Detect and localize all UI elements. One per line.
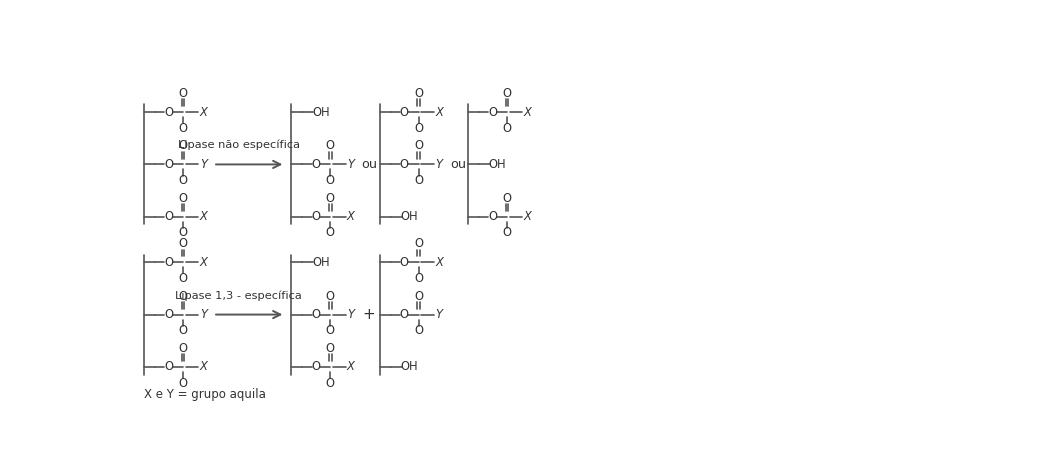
Text: OH: OH [313, 256, 329, 269]
Text: O: O [502, 87, 512, 100]
Text: O: O [164, 308, 173, 321]
Text: O: O [400, 256, 408, 269]
Text: X: X [200, 106, 207, 118]
Text: Y: Y [347, 158, 354, 171]
Text: O: O [414, 174, 423, 187]
Text: Lipase não específica: Lipase não específica [178, 140, 300, 151]
Text: O: O [178, 122, 188, 135]
Text: O: O [502, 192, 512, 205]
Text: X: X [200, 256, 207, 269]
Text: O: O [414, 290, 423, 302]
Text: O: O [414, 272, 423, 285]
Text: +: + [363, 307, 375, 322]
Text: O: O [178, 342, 188, 355]
Text: O: O [414, 122, 423, 135]
Text: Y: Y [436, 308, 443, 321]
Text: O: O [326, 140, 334, 152]
Text: O: O [164, 210, 173, 223]
Text: O: O [326, 342, 334, 355]
Text: OH: OH [489, 158, 506, 171]
Text: X: X [347, 360, 354, 374]
Text: O: O [178, 376, 188, 390]
Text: OH: OH [313, 106, 329, 118]
Text: OH: OH [400, 210, 418, 223]
Text: O: O [414, 237, 423, 250]
Text: OH: OH [400, 360, 418, 374]
Text: O: O [400, 158, 408, 171]
Text: O: O [312, 360, 320, 374]
Text: O: O [312, 158, 320, 171]
Text: Y: Y [347, 308, 354, 321]
Text: X: X [523, 210, 531, 223]
Text: O: O [178, 226, 188, 240]
Text: X: X [436, 256, 443, 269]
Text: O: O [326, 174, 334, 187]
Text: O: O [178, 140, 188, 152]
Text: O: O [164, 360, 173, 374]
Text: O: O [164, 106, 173, 118]
Text: O: O [326, 192, 334, 205]
Text: X: X [200, 360, 207, 374]
Text: O: O [326, 324, 334, 337]
Text: O: O [312, 210, 320, 223]
Text: O: O [414, 324, 423, 337]
Text: O: O [164, 256, 173, 269]
Text: O: O [312, 308, 320, 321]
Text: O: O [178, 87, 188, 100]
Text: Y: Y [200, 158, 207, 171]
Text: O: O [326, 290, 334, 302]
Text: O: O [178, 174, 188, 187]
Text: O: O [400, 308, 408, 321]
Text: O: O [488, 210, 497, 223]
Text: O: O [178, 290, 188, 302]
Text: O: O [414, 140, 423, 152]
Text: Y: Y [200, 308, 207, 321]
Text: Y: Y [436, 158, 443, 171]
Text: X: X [523, 106, 531, 118]
Text: O: O [178, 192, 188, 205]
Text: O: O [488, 106, 497, 118]
Text: O: O [414, 87, 423, 100]
Text: O: O [400, 106, 408, 118]
Text: O: O [502, 226, 512, 240]
Text: X e Y = grupo aquila: X e Y = grupo aquila [144, 388, 266, 401]
Text: ou: ou [361, 158, 377, 171]
Text: X: X [347, 210, 354, 223]
Text: O: O [326, 226, 334, 240]
Text: X: X [200, 210, 207, 223]
Text: O: O [326, 376, 334, 390]
Text: ou: ou [450, 158, 466, 171]
Text: O: O [178, 272, 188, 285]
Text: O: O [164, 158, 173, 171]
Text: O: O [178, 237, 188, 250]
Text: O: O [178, 324, 188, 337]
Text: Lipase 1,3 - específica: Lipase 1,3 - específica [175, 290, 302, 301]
Text: O: O [502, 122, 512, 135]
Text: X: X [436, 106, 443, 118]
